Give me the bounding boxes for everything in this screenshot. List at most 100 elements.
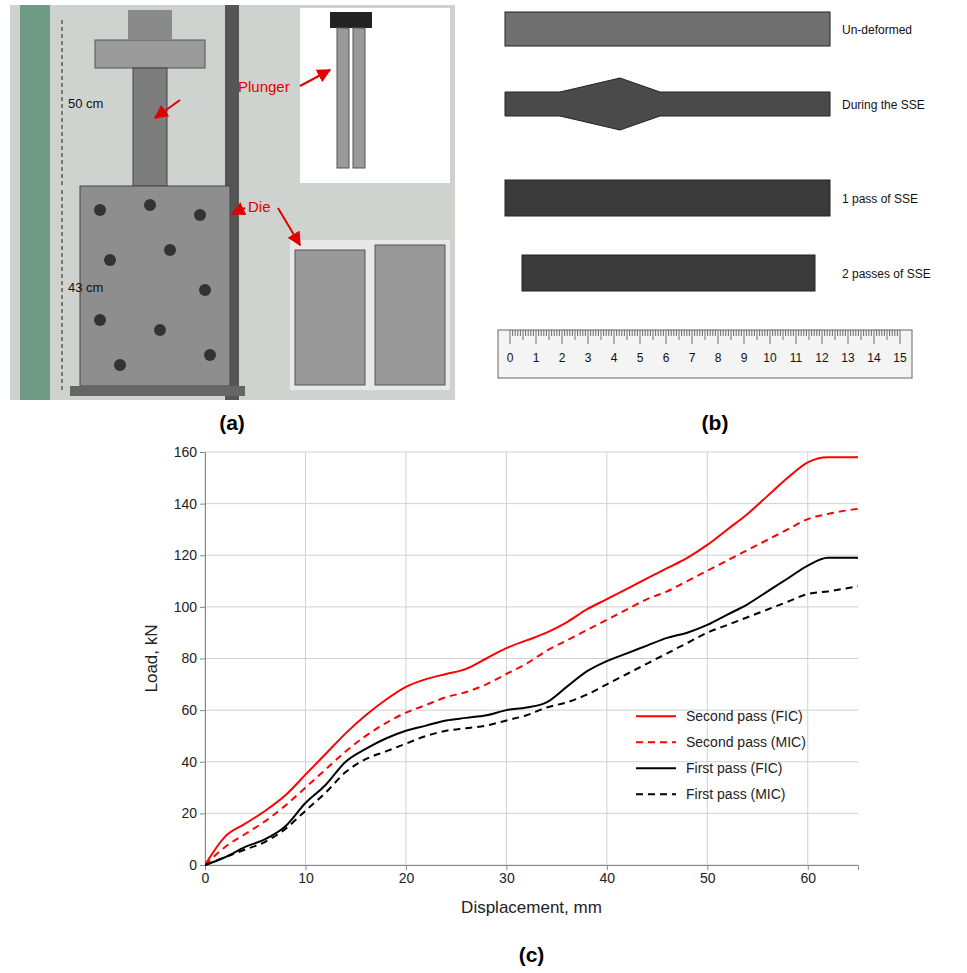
legend-label: Second pass (FIC) [686, 708, 803, 724]
tick-mark [200, 865, 205, 866]
panel-a: 50 cm43 cmPlungerDie [10, 5, 455, 400]
tick: 50 [700, 865, 716, 886]
legend-item: Second pass (FIC) [636, 708, 803, 724]
ruler-tick [728, 330, 729, 336]
panel-label: (b) [702, 411, 729, 434]
ruler-tick [590, 330, 591, 336]
ruler-tick [640, 330, 641, 344]
ruler-tick [790, 330, 791, 336]
ruler-tick [655, 330, 656, 336]
tick-mark [200, 504, 205, 505]
ruler-tick [785, 330, 786, 336]
ruler-tick [814, 330, 815, 336]
legend-label: First pass (MIC) [686, 786, 786, 802]
ruler-tick [580, 330, 581, 336]
ruler-tick [809, 330, 810, 340]
ruler-tick [775, 330, 776, 336]
ruler-tick [723, 330, 724, 336]
tick: 60 [800, 865, 816, 886]
ruler-tick [816, 330, 817, 336]
ruler-tick [510, 330, 511, 344]
ruler-tick [738, 330, 739, 336]
frame-column [20, 5, 50, 400]
inset-ground [290, 240, 450, 390]
inset-die [375, 245, 445, 385]
tick: 40 [181, 754, 205, 770]
legend: Second pass (FIC)Second pass (MIC)First … [636, 708, 806, 802]
ruler-tick [829, 330, 830, 336]
ruler-tick [642, 330, 643, 336]
photo-ground [10, 5, 455, 400]
tick-label: 80 [181, 650, 197, 666]
ruler-label: 4 [611, 351, 618, 365]
axis-line [200, 453, 206, 866]
ruler-tick [536, 330, 537, 344]
tick: 80 [181, 650, 205, 666]
grid-line [807, 452, 808, 865]
ruler-tick [562, 330, 563, 344]
ruler [498, 330, 912, 378]
ruler-tick [746, 330, 747, 336]
ruler-tick [767, 330, 768, 336]
tick-label: 40 [181, 754, 197, 770]
specimen [505, 78, 830, 130]
ruler-tick [868, 330, 869, 336]
inset-die [295, 250, 365, 385]
grid [205, 452, 858, 865]
ruler-tick [533, 330, 534, 336]
legend-swatch [636, 715, 676, 717]
tick-mark [200, 710, 205, 711]
legend-swatch [636, 793, 676, 795]
die-hole [199, 284, 211, 296]
ruler-tick [517, 330, 518, 336]
tick-label: 120 [174, 547, 198, 563]
ruler-tick [567, 330, 568, 336]
specimen-label: 1 pass of SSE [842, 192, 918, 206]
ruler-label: 5 [637, 351, 644, 365]
ruler-label: 2 [559, 351, 566, 365]
dimension-line [62, 190, 63, 392]
tick-mark [200, 452, 205, 453]
tick: 100 [174, 599, 205, 615]
dimension-label: 50 cm [68, 96, 103, 111]
die-hole [204, 349, 216, 361]
ruler-tick [777, 330, 778, 336]
ruler-tick [712, 330, 713, 336]
die-hole [164, 244, 176, 256]
tick-mark [200, 813, 205, 814]
ruler-tick [762, 330, 763, 336]
panel-label: (a) [219, 411, 245, 434]
ruler-tick [676, 330, 677, 336]
ruler-tick [751, 330, 752, 336]
ruler-tick [725, 330, 726, 336]
ruler-label: 10 [763, 351, 777, 365]
ruler-tick [803, 330, 804, 336]
series-line [205, 558, 858, 865]
tick: 60 [181, 702, 205, 718]
ruler-tick [603, 330, 604, 336]
callout-label: Die [248, 198, 271, 215]
ruler-tick [632, 330, 633, 336]
ruler-tick [614, 330, 615, 344]
series-line [205, 586, 858, 865]
ruler-tick [637, 330, 638, 336]
ruler-tick [684, 330, 685, 336]
ruler-tick [796, 330, 797, 344]
ruler-tick [863, 330, 864, 336]
tick-label: 20 [181, 805, 197, 821]
ruler-tick [749, 330, 750, 336]
legend-swatch [636, 741, 676, 743]
tick-mark [200, 659, 205, 660]
ruler-tick [627, 330, 628, 340]
grid-line [205, 555, 858, 556]
ruler-tick [840, 330, 841, 336]
ruler-tick [634, 330, 635, 336]
die-base [70, 386, 245, 396]
ruler-tick [624, 330, 625, 336]
ruler-tick [718, 330, 719, 344]
specimen [505, 180, 830, 216]
ruler-tick [894, 330, 895, 336]
tick-label: 160 [174, 444, 198, 460]
callout-arrow [278, 208, 300, 245]
ruler-tick [598, 330, 599, 336]
